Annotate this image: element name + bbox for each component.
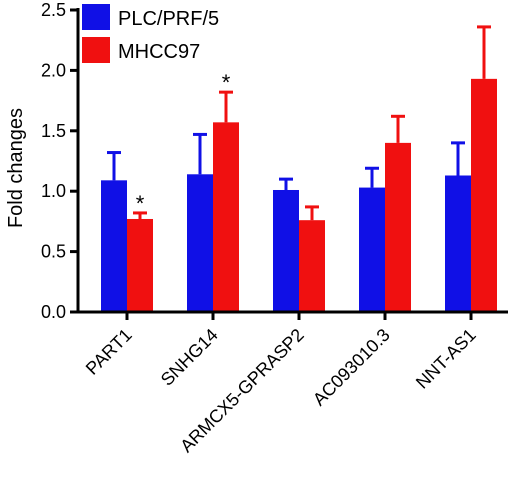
y-tick-label: 0.0 [41, 302, 66, 322]
bar-mhcc97 [385, 142, 411, 312]
legend-swatch [82, 37, 110, 63]
significance-marker: * [136, 191, 145, 216]
bar-mhcc97 [299, 220, 325, 312]
x-tick-label: AC093010.3 [309, 325, 394, 410]
bar-mhcc97 [213, 122, 239, 313]
bar-plc-prf-5 [101, 180, 127, 312]
legend: PLC/PRF/5 MHCC97 [82, 4, 219, 63]
significance-marker: * [222, 70, 231, 95]
bar-plc-prf-5 [445, 175, 471, 312]
x-tick-label: SNHG14 [157, 325, 222, 390]
axes-layer [76, 8, 508, 314]
y-tick-label: 2.0 [41, 60, 66, 80]
y-tick-label: 1.0 [41, 181, 66, 201]
y-tick-label: 0.5 [41, 242, 66, 262]
bar-mhcc97 [127, 218, 153, 312]
bar-mhcc97 [471, 78, 497, 312]
bars-layer: ** [101, 25, 497, 313]
legend-label: MHCC97 [118, 41, 200, 63]
bar-plc-prf-5 [273, 189, 299, 312]
x-tick-label: NNT-AS1 [412, 325, 480, 393]
y-tick-label: 2.5 [41, 0, 66, 20]
bar-plc-prf-5 [359, 187, 385, 312]
y-tick-label: 1.5 [41, 121, 66, 141]
legend-swatch [82, 4, 110, 30]
legend-label: PLC/PRF/5 [118, 8, 219, 30]
x-tick-label: PART1 [82, 325, 136, 379]
y-axis-title: Fold changes [5, 108, 27, 228]
bar-plc-prf-5 [187, 174, 213, 312]
